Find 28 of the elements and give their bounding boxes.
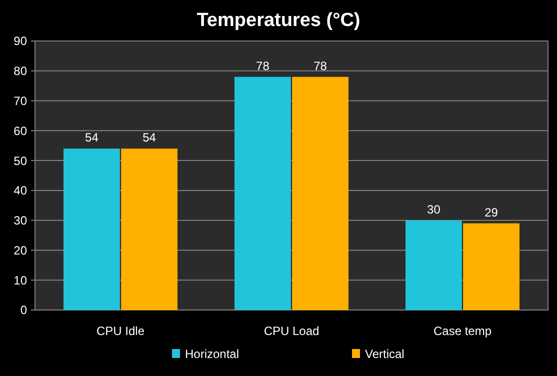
y-tick-label: 60 bbox=[14, 124, 28, 138]
bar bbox=[463, 223, 520, 310]
chart-title: Temperatures (°C) bbox=[196, 10, 360, 31]
data-label: 54 bbox=[142, 130, 156, 145]
bar bbox=[406, 220, 462, 310]
data-label: 78 bbox=[314, 58, 328, 73]
legend-label: Horizontal bbox=[185, 347, 240, 361]
y-tick-label: 0 bbox=[20, 303, 28, 318]
bar bbox=[234, 76, 291, 310]
bar bbox=[121, 148, 178, 310]
y-tick-label: 50 bbox=[14, 154, 28, 168]
x-tick-label: CPU Idle bbox=[96, 324, 145, 338]
x-tick-label: CPU Load bbox=[264, 324, 320, 338]
y-tick-label: 90 bbox=[14, 34, 28, 48]
y-tick-label: 70 bbox=[14, 94, 28, 108]
data-label: 29 bbox=[484, 205, 498, 220]
y-tick-label: 40 bbox=[14, 184, 28, 198]
data-label: 78 bbox=[256, 58, 270, 73]
bar bbox=[292, 76, 348, 310]
y-tick-label: 10 bbox=[14, 273, 28, 288]
data-label: 30 bbox=[427, 202, 441, 216]
data-label: 54 bbox=[85, 130, 99, 145]
y-tick-label: 80 bbox=[14, 64, 28, 78]
bar bbox=[64, 148, 120, 310]
x-tick-label: Case temp bbox=[433, 324, 492, 338]
y-tick-label: 30 bbox=[14, 214, 28, 228]
legend-label: Vertical bbox=[365, 347, 404, 361]
y-tick-label: 20 bbox=[14, 243, 28, 258]
